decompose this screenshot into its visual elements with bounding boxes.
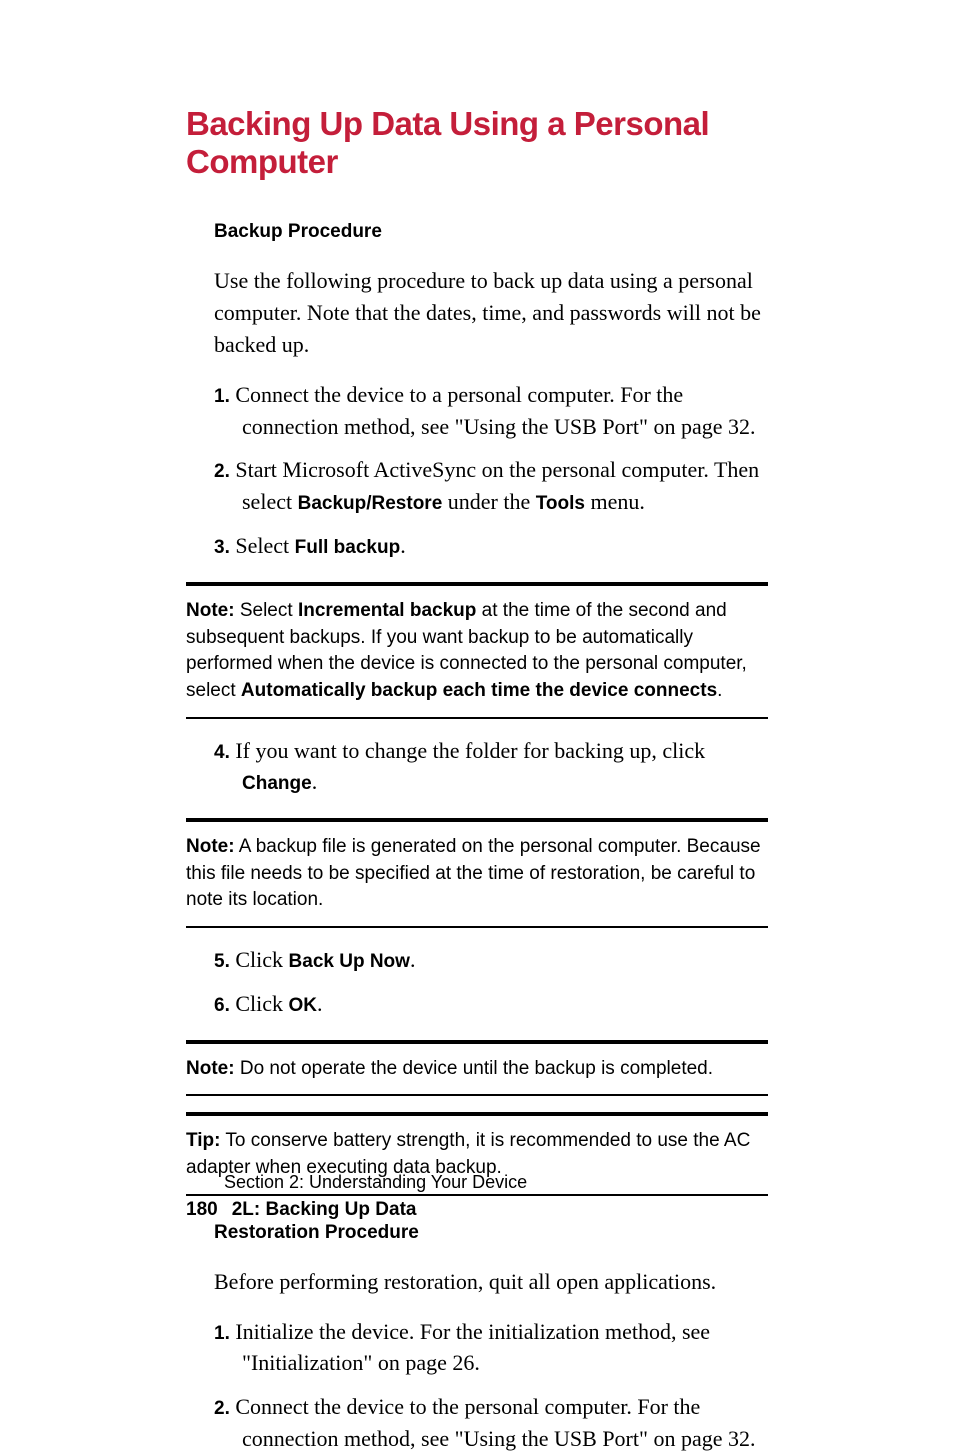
- note-label: Note:: [186, 1058, 235, 1079]
- backup-step-1: 1. Connect the device to a personal comp…: [214, 379, 768, 443]
- ui-term: Change: [242, 773, 312, 794]
- backup-heading: Backup Procedure: [214, 221, 768, 243]
- restoration-step-1: 1. Initialize the device. For the initia…: [214, 1316, 768, 1380]
- note-label: Note:: [186, 836, 235, 857]
- note-incremental: Note: Select Incremental backup at the t…: [186, 582, 768, 718]
- step-text: Connect the device to a personal compute…: [230, 382, 756, 439]
- backup-intro: Use the following procedure to back up d…: [214, 265, 768, 361]
- step-text: .: [400, 533, 406, 558]
- backup-step-6: 6. Click OK.: [214, 988, 768, 1020]
- ui-term: Backup/Restore: [298, 493, 443, 514]
- note-text: Select: [235, 600, 298, 621]
- page-content: Backing Up Data Using a Personal Compute…: [0, 0, 954, 1455]
- note-label: Note:: [186, 600, 235, 621]
- step-text: .: [410, 947, 416, 972]
- tip-label: Tip:: [186, 1130, 220, 1151]
- tip-text: To conserve battery strength, it is reco…: [186, 1130, 750, 1178]
- note-backup-file: Note: A backup file is generated on the …: [186, 818, 768, 928]
- step-number: 1.: [214, 386, 230, 407]
- backup-step-2: 2. Start Microsoft ActiveSync on the per…: [214, 454, 768, 518]
- restoration-intro: Before performing restoration, quit all …: [214, 1266, 768, 1298]
- step-text: under the: [442, 489, 535, 514]
- footer-chapter: 180 2L: Backing Up Data: [186, 1199, 527, 1221]
- note-do-not-operate: Note: Do not operate the device until th…: [186, 1040, 768, 1097]
- step-number: 3.: [214, 537, 230, 558]
- step-text: Click: [230, 991, 289, 1016]
- note-text: Do not operate the device until the back…: [235, 1058, 713, 1079]
- backup-step-4: 4. If you want to change the folder for …: [214, 735, 768, 799]
- ui-term: Tools: [536, 493, 585, 514]
- footer-chapter-label: 2L: Backing Up Data: [232, 1199, 417, 1220]
- ui-term: Full backup: [295, 537, 401, 558]
- footer-section: Section 2: Understanding Your Device: [224, 1172, 527, 1193]
- page-footer: Section 2: Understanding Your Device 180…: [186, 1172, 527, 1221]
- step-text: .: [312, 769, 318, 794]
- restoration-step-2: 2. Connect the device to the personal co…: [214, 1391, 768, 1455]
- ui-term: OK: [289, 995, 318, 1016]
- ui-term: Incremental backup: [298, 600, 476, 621]
- backup-step-5: 5. Click Back Up Now.: [214, 944, 768, 976]
- note-text: A backup file is generated on the person…: [186, 836, 761, 910]
- step-text: Select: [230, 533, 295, 558]
- step-text: Click: [230, 947, 289, 972]
- step-text: Connect the device to the personal compu…: [230, 1394, 756, 1451]
- ui-term: Back Up Now: [289, 951, 410, 972]
- step-number: 2.: [214, 461, 230, 482]
- page-title: Backing Up Data Using a Personal Compute…: [186, 105, 768, 181]
- step-text: menu.: [585, 489, 645, 514]
- step-number: 4.: [214, 742, 230, 763]
- backup-step-3: 3. Select Full backup.: [214, 530, 768, 562]
- footer-page-number: 180: [186, 1199, 218, 1220]
- step-text: .: [317, 991, 323, 1016]
- step-text: If you want to change the folder for bac…: [230, 738, 705, 763]
- step-number: 6.: [214, 995, 230, 1016]
- note-text: .: [717, 680, 722, 701]
- step-number: 1.: [214, 1323, 230, 1344]
- step-number: 2.: [214, 1398, 230, 1419]
- restoration-heading: Restoration Procedure: [214, 1222, 768, 1244]
- ui-term: Automatically backup each time the devic…: [241, 680, 717, 701]
- step-text: Initialize the device. For the initializ…: [230, 1319, 710, 1376]
- step-number: 5.: [214, 951, 230, 972]
